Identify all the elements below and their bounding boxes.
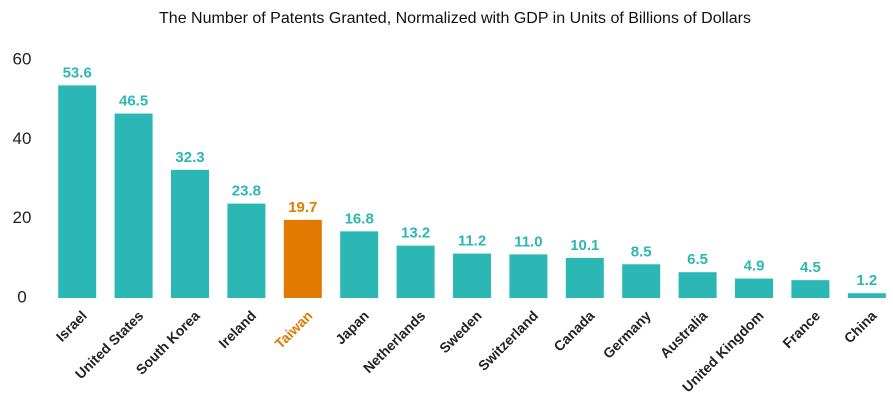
value-label: 4.5 [800, 259, 821, 276]
value-label: 11.0 [514, 233, 542, 250]
x-tick-label: Ireland [215, 307, 259, 351]
x-tick-label: Australia [657, 307, 711, 361]
x-tick-label: China [841, 307, 880, 346]
value-label: 11.2 [458, 233, 486, 250]
x-tick-label: Switzerland [475, 307, 541, 373]
value-label: 10.1 [570, 237, 599, 254]
bar [678, 272, 717, 298]
value-label: 46.5 [119, 93, 148, 110]
bar [114, 113, 153, 298]
value-label: 13.2 [401, 225, 430, 242]
x-tick-label: Sweden [436, 307, 485, 356]
value-label: 1.2 [856, 272, 877, 289]
x-tick-label: Germany [600, 307, 654, 361]
bar [340, 231, 379, 298]
bar [396, 245, 435, 298]
value-label: 8.5 [631, 243, 652, 260]
value-label: 32.3 [175, 149, 204, 166]
chart-title: The Number of Patents Granted, Normalize… [159, 10, 751, 27]
y-tick-label: 60 [13, 49, 32, 68]
y-tick-label: 20 [13, 208, 32, 227]
x-tick-label: Taiwan [271, 307, 315, 351]
x-tick-label: France [779, 307, 823, 351]
bar [58, 85, 97, 299]
bar [735, 278, 773, 298]
value-label: 23.8 [232, 183, 261, 200]
value-label: 6.5 [687, 251, 708, 268]
y-tick-label: 0 [17, 287, 26, 306]
y-tick-label: 40 [13, 129, 32, 148]
value-label: 53.6 [63, 64, 92, 81]
x-tick-label: Japan [332, 307, 372, 347]
bar [791, 280, 830, 298]
bar [283, 219, 322, 298]
bar [509, 254, 548, 298]
bar [565, 257, 604, 298]
bar [227, 203, 266, 298]
bar [847, 293, 886, 298]
value-label: 4.9 [744, 258, 765, 275]
value-label: 16.8 [345, 210, 374, 227]
bar [171, 169, 209, 298]
value-label: 19.7 [288, 199, 317, 216]
bar [453, 253, 491, 298]
x-tick-label: Canada [550, 307, 597, 354]
bar [622, 264, 661, 298]
x-tick-label: Israel [53, 307, 90, 344]
